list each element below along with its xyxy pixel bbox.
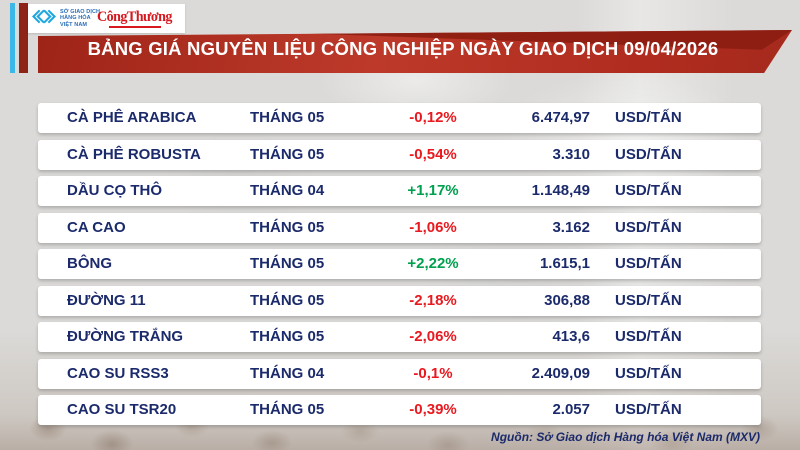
contract-month: THÁNG 05 bbox=[250, 145, 325, 163]
price-value: 6.474,97 bbox=[531, 109, 590, 126]
contract-month: THÁNG 05 bbox=[250, 109, 325, 126]
change-percent: -0,12% bbox=[409, 109, 457, 126]
price-value: 3.162 bbox=[552, 218, 590, 236]
commodity-name: CÀ PHÊ ROBUSTA bbox=[67, 145, 201, 163]
page-title: BẢNG GIÁ NGUYÊN LIỆU CÔNG NGHIỆP NGÀY GI… bbox=[87, 38, 719, 59]
source-credit: Nguồn: Sở Giao dịch Hàng hóa Việt Nam (M… bbox=[491, 430, 760, 444]
price-unit: USD/TẤN bbox=[615, 328, 682, 345]
price-value: 413,6 bbox=[552, 328, 590, 345]
contract-month: THÁNG 04 bbox=[250, 182, 325, 199]
commodity-name: CÀ PHÊ ARABICA bbox=[67, 109, 197, 126]
change-percent: -2,18% bbox=[409, 291, 457, 309]
price-unit: USD/TẤN bbox=[615, 401, 682, 418]
change-percent: -0,54% bbox=[409, 145, 457, 163]
price-unit: USD/TẤN bbox=[615, 291, 682, 309]
mxv-logo-text: SỞ GIAO DỊCH HÀNG HÓA VIỆT NAM bbox=[60, 9, 101, 28]
price-unit: USD/TẤN bbox=[615, 218, 682, 236]
change-percent: -1,06% bbox=[409, 218, 457, 236]
price-unit: USD/TẤN bbox=[615, 109, 682, 126]
contract-month: THÁNG 05 bbox=[250, 328, 325, 345]
price-value: 1.148,49 bbox=[531, 182, 590, 199]
price-value: 1.615,1 bbox=[539, 255, 590, 272]
price-value: 3.310 bbox=[552, 145, 590, 163]
price-unit: USD/TẤN bbox=[615, 145, 682, 163]
change-percent: -0,39% bbox=[409, 401, 457, 418]
table-row: CÀ PHÊ ARABICA THÁNG 05 -0,12% 6.474,97 USD/… bbox=[38, 103, 761, 133]
table-row: CÀ PHÊ ROBUSTA THÁNG 05 -0,54% 3.310 USD/TẤN bbox=[38, 139, 761, 170]
mxv-logo-line1: SỞ GIAO DỊCH bbox=[60, 9, 101, 16]
congthuong-logo-text: CôngThương bbox=[97, 8, 172, 25]
commodity-name: DẦU CỌ THÔ bbox=[67, 182, 162, 199]
table-row: DẦU CỌ THÔ THÁNG 04 +1,17% 1.148,49 USD/TẤN bbox=[38, 176, 761, 206]
price-value: 2.057 bbox=[552, 401, 590, 418]
contract-month: THÁNG 05 bbox=[250, 401, 325, 418]
price-value: 2.409,09 bbox=[531, 364, 590, 382]
price-table: CÀ PHÊ ARABICA THÁNG 05 -0,12% 6.474,97 USD/… bbox=[38, 103, 761, 425]
table-row: CAO SU RSS3 THÁNG 04 -0,1% 2.409,09 USD/TẤN bbox=[38, 358, 761, 389]
mxv-logo-line2: HÀNG HÓA bbox=[60, 15, 91, 22]
change-percent: +2,22% bbox=[407, 255, 459, 272]
accent-bar-cyan bbox=[10, 3, 15, 73]
price-unit: USD/TẤN bbox=[615, 364, 682, 382]
congthuong-logo: CôngThương bbox=[92, 8, 177, 28]
table-row: BÔNG THÁNG 05 +2,22% 1.615,1 USD/TẤN bbox=[38, 249, 761, 279]
change-percent: -2,06% bbox=[409, 328, 457, 345]
table-row: CA CAO THÁNG 05 -1,06% 3.162 USD/TẤN bbox=[38, 212, 761, 243]
commodity-name: CA CAO bbox=[67, 218, 126, 236]
mxv-chevron-logo-icon bbox=[31, 6, 57, 32]
commodity-name: ĐƯỜNG TRẮNG bbox=[67, 328, 184, 345]
congthuong-logo-underline bbox=[109, 25, 161, 28]
table-row: ĐƯỜNG TRẮNG THÁNG 05 -2,06% 413,6 USD/TẤN bbox=[38, 322, 761, 352]
change-percent: -0,1% bbox=[413, 364, 453, 382]
price-unit: USD/TẤN bbox=[615, 255, 682, 272]
accent-bar-darkred bbox=[19, 3, 28, 73]
table-row: CAO SU TSR20 THÁNG 05 -0,39% 2.057 USD/TẤN bbox=[38, 395, 761, 425]
commodity-name: CAO SU RSS3 bbox=[67, 364, 169, 382]
logo-box: SỞ GIAO DỊCH HÀNG HÓA VIỆT NAM CôngThươn… bbox=[28, 4, 185, 33]
mxv-logo-line3: VIỆT NAM bbox=[60, 21, 88, 28]
price-unit: USD/TẤN bbox=[615, 182, 682, 199]
table-row: ĐƯỜNG 11 THÁNG 05 -2,18% 306,88 USD/TẤN bbox=[38, 285, 761, 316]
contract-month: THÁNG 05 bbox=[250, 218, 325, 236]
commodity-name: BÔNG bbox=[67, 255, 112, 272]
contract-month: THÁNG 05 bbox=[250, 291, 325, 309]
change-percent: +1,17% bbox=[407, 182, 459, 199]
contract-month: THÁNG 05 bbox=[250, 255, 325, 272]
contract-month: THÁNG 04 bbox=[250, 364, 325, 382]
title-banner: BẢNG GIÁ NGUYÊN LIỆU CÔNG NGHIỆP NGÀY GI… bbox=[38, 30, 792, 73]
commodity-name: CAO SU TSR20 bbox=[67, 401, 177, 418]
commodity-name: ĐƯỜNG 11 bbox=[67, 291, 146, 309]
price-value: 306,88 bbox=[544, 291, 590, 309]
